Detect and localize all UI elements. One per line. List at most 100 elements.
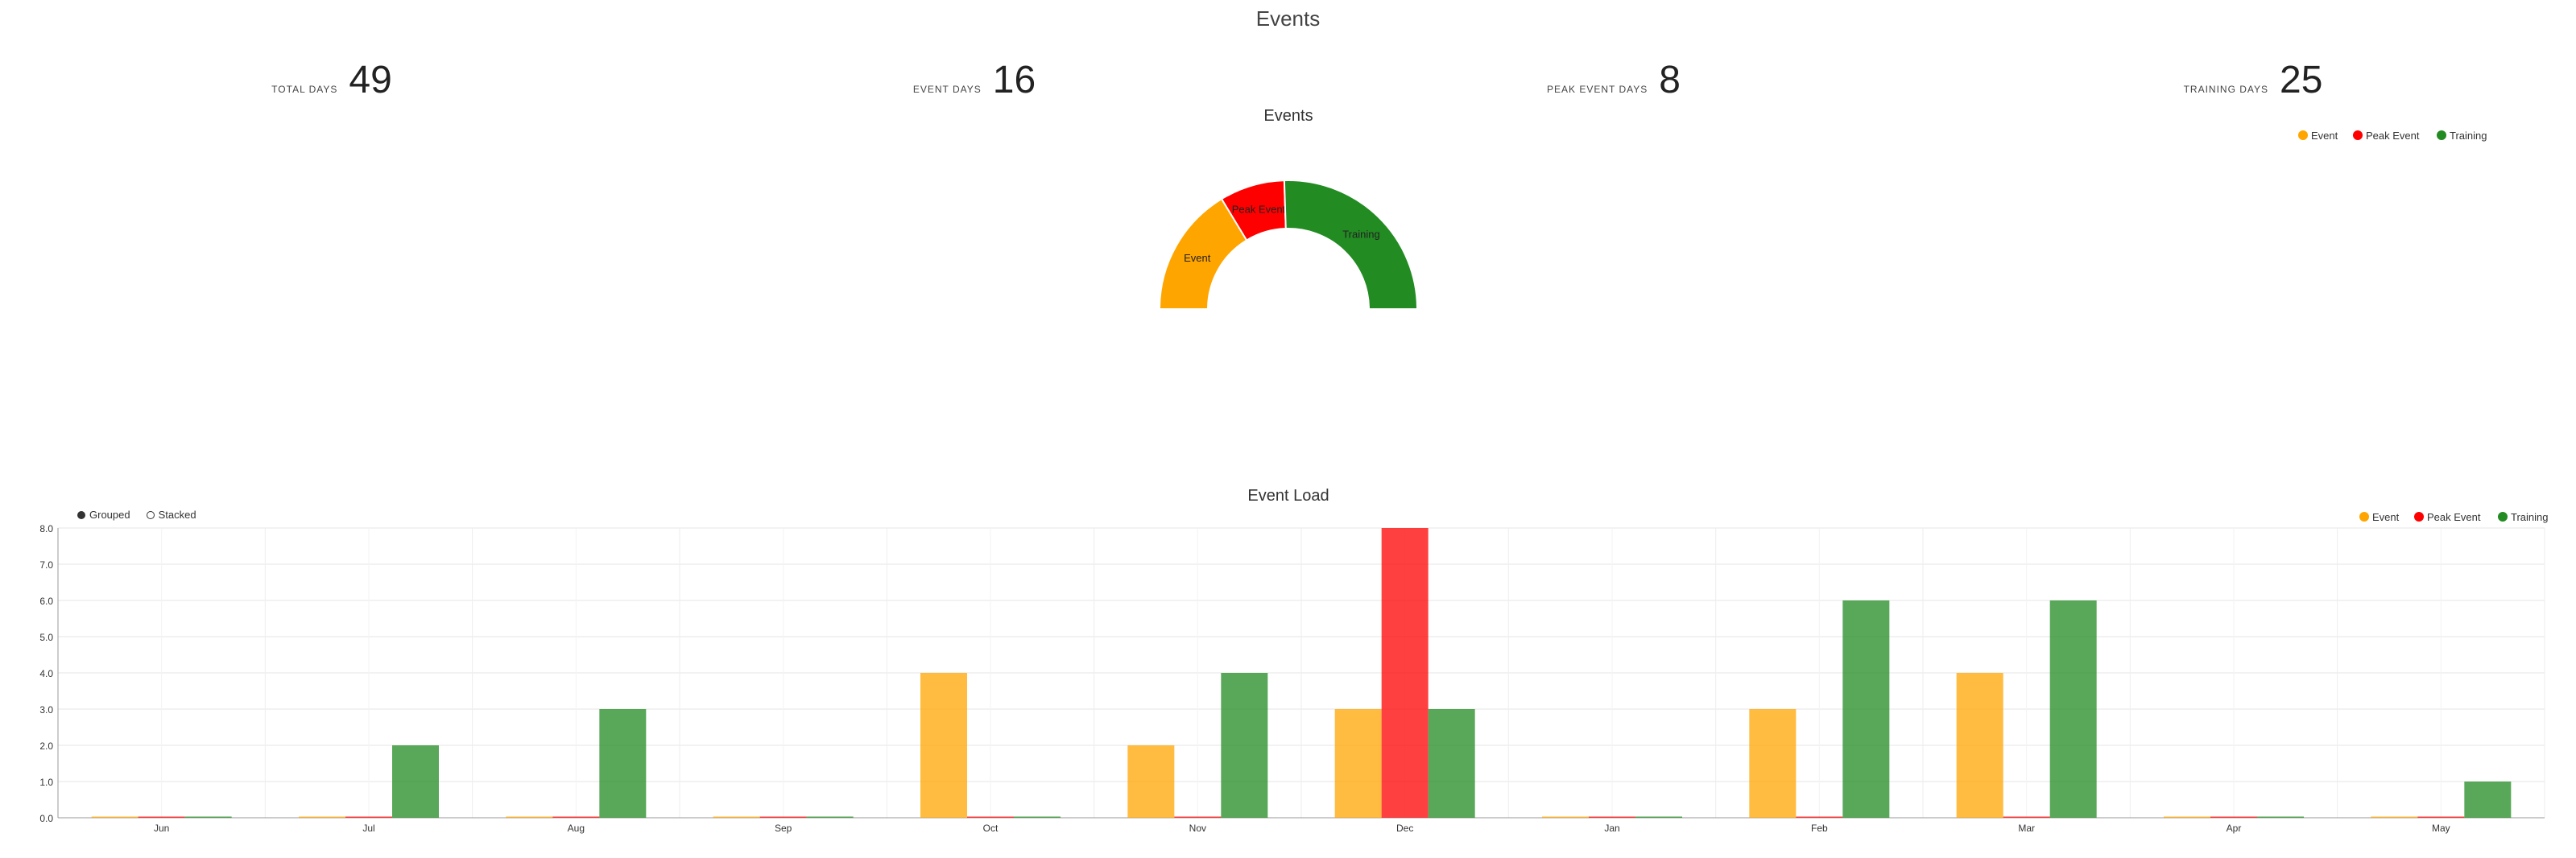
bar-training-nov[interactable] <box>1221 673 1268 818</box>
stat-label: TOTAL DAYS <box>271 84 338 95</box>
stacked-option[interactable]: Stacked <box>146 509 196 521</box>
bar-peak-event-nov[interactable] <box>1174 816 1222 819</box>
stats-row: TOTAL DAYS 49 EVENT DAYS 16 PEAK EVENT D… <box>0 58 2576 114</box>
bar-training-feb[interactable] <box>1842 600 1890 818</box>
bar-legend-item[interactable]: Peak Event <box>2414 511 2481 523</box>
bar-event-feb[interactable] <box>1749 709 1797 818</box>
grouped-option[interactable]: Grouped <box>77 509 130 521</box>
stat-total-days: TOTAL DAYS 49 <box>271 58 392 102</box>
bar-training-sep[interactable] <box>806 816 854 819</box>
grouped-radio[interactable] <box>77 510 85 519</box>
bar-training-mar[interactable] <box>2049 600 2097 818</box>
bar-mode-toggle: Grouped Stacked <box>77 509 196 521</box>
bar-peak-event-sep[interactable] <box>759 816 807 819</box>
stat-training-days: TRAINING DAYS 25 <box>2184 58 2323 102</box>
y-tick-label: 5.0 <box>39 632 53 643</box>
bar-event-aug[interactable] <box>506 816 553 819</box>
bar-training-jun[interactable] <box>184 816 232 819</box>
bar-training-apr[interactable] <box>2257 816 2304 819</box>
y-tick-label: 4.0 <box>39 668 53 679</box>
y-tick-label: 0.0 <box>39 813 53 824</box>
y-tick-label: 8.0 <box>39 523 53 534</box>
bar-title: Event Load <box>1247 487 1329 505</box>
bar-peak-event-jul[interactable] <box>345 816 392 819</box>
x-tick-label: Sep <box>775 823 792 834</box>
bar-peak-event-feb[interactable] <box>1796 816 1843 819</box>
bar-event-nov[interactable] <box>1127 745 1175 818</box>
stat-value: 49 <box>349 59 392 101</box>
stat-label: PEAK EVENT DAYS <box>1547 84 1648 95</box>
grouped-label: Grouped <box>89 509 130 521</box>
bar-event-mar[interactable] <box>1956 673 2003 818</box>
x-tick-label: Jun <box>154 823 169 834</box>
x-tick-label: Apr <box>2227 823 2242 834</box>
legend-label: Peak Event <box>2427 511 2481 523</box>
legend-label: Training <box>2450 130 2487 142</box>
stacked-radio[interactable] <box>146 510 155 519</box>
donut-legend-item[interactable]: Event <box>2298 130 2338 142</box>
bar-event-may[interactable] <box>2371 816 2418 819</box>
x-tick-label: Nov <box>1189 823 1206 834</box>
x-tick-label: Mar <box>2018 823 2035 834</box>
legend-label: Event <box>2372 511 2400 523</box>
events-donut-chart: Events Event Peak Event Training Event Peak E… <box>1158 107 2487 310</box>
bar-event-jan[interactable] <box>1542 816 1589 819</box>
donut-legend-item[interactable]: Peak Event <box>2353 130 2420 142</box>
bar-peak-event-oct[interactable] <box>967 816 1014 819</box>
bar-peak-event-apr[interactable] <box>2210 816 2257 819</box>
stat-peak-event-days: PEAK EVENT DAYS 8 <box>1547 58 1681 102</box>
legend-swatch <box>2437 130 2446 140</box>
legend-swatch <box>2414 512 2424 522</box>
bar-event-oct[interactable] <box>920 673 967 818</box>
legend-label: Event <box>2311 130 2338 142</box>
page-title: Events <box>1255 6 1321 31</box>
x-tick-label: Aug <box>568 823 585 834</box>
bar-event-jun[interactable] <box>91 816 139 819</box>
donut-legend-item[interactable]: Training <box>2437 130 2487 142</box>
legend-label: Peak Event <box>2366 130 2420 142</box>
x-tick-label: Feb <box>1811 823 1828 834</box>
bar-event-sep[interactable] <box>713 816 760 819</box>
bar-training-aug[interactable] <box>599 709 647 818</box>
bar-peak-event-dec[interactable] <box>1381 528 1429 818</box>
donut-slice-label: Training <box>1342 229 1379 241</box>
bar-peak-event-jan[interactable] <box>1589 816 1635 819</box>
x-tick-label: Jan <box>1604 823 1619 834</box>
bar-training-jul[interactable] <box>392 745 439 818</box>
y-tick-label: 2.0 <box>39 740 53 752</box>
y-tick-label: 6.0 <box>39 596 53 607</box>
bar-training-jan[interactable] <box>1635 816 1682 819</box>
legend-label: Training <box>2511 511 2548 523</box>
x-tick-label: Oct <box>983 823 999 834</box>
stat-event-days: EVENT DAYS 16 <box>913 58 1036 102</box>
bar-peak-event-jun[interactable] <box>138 816 185 819</box>
bar-training-dec[interactable] <box>1428 709 1475 818</box>
bar-event-dec[interactable] <box>1334 709 1382 818</box>
bar-event-apr[interactable] <box>2164 816 2210 819</box>
donut-slice-training[interactable] <box>1283 179 1419 310</box>
stacked-label: Stacked <box>158 509 196 521</box>
legend-swatch <box>2359 512 2369 522</box>
legend-swatch <box>2353 130 2363 140</box>
x-tick-label: Dec <box>1396 823 1413 834</box>
donut-slice-label: Peak Event <box>1232 203 1286 215</box>
bar-legend-item[interactable]: Training <box>2498 511 2548 523</box>
x-tick-label: May <box>2432 823 2450 834</box>
bar-peak-event-mar[interactable] <box>2003 816 2050 819</box>
x-tick-label: Jul <box>362 823 374 834</box>
bar-peak-event-may[interactable] <box>2417 816 2465 819</box>
legend-swatch <box>2498 512 2508 522</box>
stat-label: EVENT DAYS <box>912 84 982 95</box>
bar-peak-event-aug[interactable] <box>552 816 600 819</box>
bar-legend-item[interactable]: Event <box>2359 511 2400 523</box>
bar-training-may[interactable] <box>2464 782 2512 818</box>
donut-slice-label: Event <box>1184 252 1211 264</box>
bar-training-oct[interactable] <box>1014 816 1061 819</box>
stat-value: 16 <box>992 59 1036 101</box>
donut-title: Events <box>1263 107 1313 125</box>
y-tick-label: 1.0 <box>39 777 53 788</box>
y-tick-label: 7.0 <box>39 559 53 571</box>
event-load-bar-chart: Event Load Event Peak Event Training 0.0 1.0 2… <box>39 487 2548 834</box>
bar-event-jul[interactable] <box>299 816 345 819</box>
stat-value: 8 <box>1659 59 1681 101</box>
